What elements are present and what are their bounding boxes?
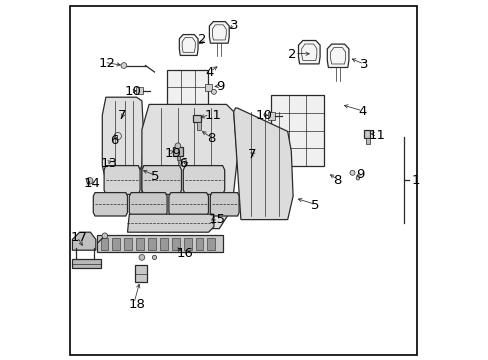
Text: 9: 9 — [355, 168, 364, 181]
Polygon shape — [366, 138, 370, 144]
Text: 14: 14 — [83, 177, 100, 190]
Circle shape — [152, 255, 156, 260]
Text: 19: 19 — [164, 147, 181, 159]
Circle shape — [349, 170, 354, 175]
Text: 2: 2 — [287, 48, 296, 60]
Polygon shape — [136, 238, 144, 250]
Polygon shape — [197, 122, 200, 130]
Text: 13: 13 — [101, 157, 117, 170]
Text: 10: 10 — [125, 85, 142, 98]
Polygon shape — [160, 238, 167, 250]
Polygon shape — [102, 97, 143, 184]
Text: 4: 4 — [204, 66, 213, 78]
Polygon shape — [210, 193, 239, 216]
Polygon shape — [124, 238, 132, 250]
Text: 7: 7 — [118, 109, 126, 122]
Polygon shape — [101, 238, 108, 250]
Polygon shape — [183, 238, 191, 250]
Polygon shape — [233, 108, 292, 220]
Text: 8: 8 — [332, 174, 340, 186]
Polygon shape — [177, 156, 180, 160]
Polygon shape — [127, 214, 213, 232]
Text: 6: 6 — [179, 157, 187, 170]
Circle shape — [86, 177, 93, 184]
Polygon shape — [172, 147, 183, 156]
Polygon shape — [195, 238, 203, 250]
Polygon shape — [207, 238, 215, 250]
Polygon shape — [97, 235, 223, 252]
Text: 16: 16 — [176, 247, 193, 260]
Circle shape — [175, 143, 181, 149]
Circle shape — [121, 63, 126, 68]
Text: 1: 1 — [411, 174, 420, 186]
Polygon shape — [193, 115, 200, 122]
Text: 12: 12 — [99, 57, 116, 69]
Text: 3: 3 — [230, 19, 238, 32]
Polygon shape — [271, 95, 323, 166]
Polygon shape — [72, 259, 101, 268]
Text: 5: 5 — [151, 170, 159, 183]
Polygon shape — [171, 238, 179, 250]
Polygon shape — [104, 166, 140, 194]
Polygon shape — [136, 87, 142, 94]
Text: 15: 15 — [208, 213, 225, 226]
Polygon shape — [209, 22, 229, 43]
Text: 17: 17 — [71, 231, 88, 244]
Polygon shape — [142, 104, 237, 229]
Circle shape — [355, 176, 359, 180]
Polygon shape — [142, 166, 181, 194]
Text: 4: 4 — [357, 105, 366, 118]
Polygon shape — [204, 84, 212, 91]
Polygon shape — [326, 44, 348, 68]
Text: 11: 11 — [368, 129, 385, 141]
Text: 8: 8 — [206, 132, 215, 145]
Polygon shape — [179, 35, 198, 55]
Polygon shape — [148, 238, 156, 250]
Text: 5: 5 — [310, 199, 319, 212]
Text: 11: 11 — [204, 109, 222, 122]
Circle shape — [139, 255, 144, 260]
Text: 7: 7 — [247, 148, 256, 161]
Text: 10: 10 — [255, 109, 272, 122]
Text: 6: 6 — [110, 134, 119, 147]
Text: 3: 3 — [359, 58, 367, 71]
Polygon shape — [134, 265, 147, 282]
Circle shape — [102, 233, 107, 239]
Circle shape — [211, 89, 216, 94]
Polygon shape — [267, 112, 275, 120]
Polygon shape — [112, 238, 120, 250]
Polygon shape — [183, 166, 224, 194]
Text: 18: 18 — [128, 298, 145, 311]
Polygon shape — [298, 41, 320, 64]
Polygon shape — [168, 193, 208, 216]
Polygon shape — [363, 130, 370, 138]
Polygon shape — [129, 193, 167, 216]
Text: 2: 2 — [197, 33, 206, 46]
Polygon shape — [93, 193, 127, 216]
Polygon shape — [72, 232, 96, 250]
Polygon shape — [167, 70, 208, 137]
Text: 9: 9 — [215, 80, 224, 93]
